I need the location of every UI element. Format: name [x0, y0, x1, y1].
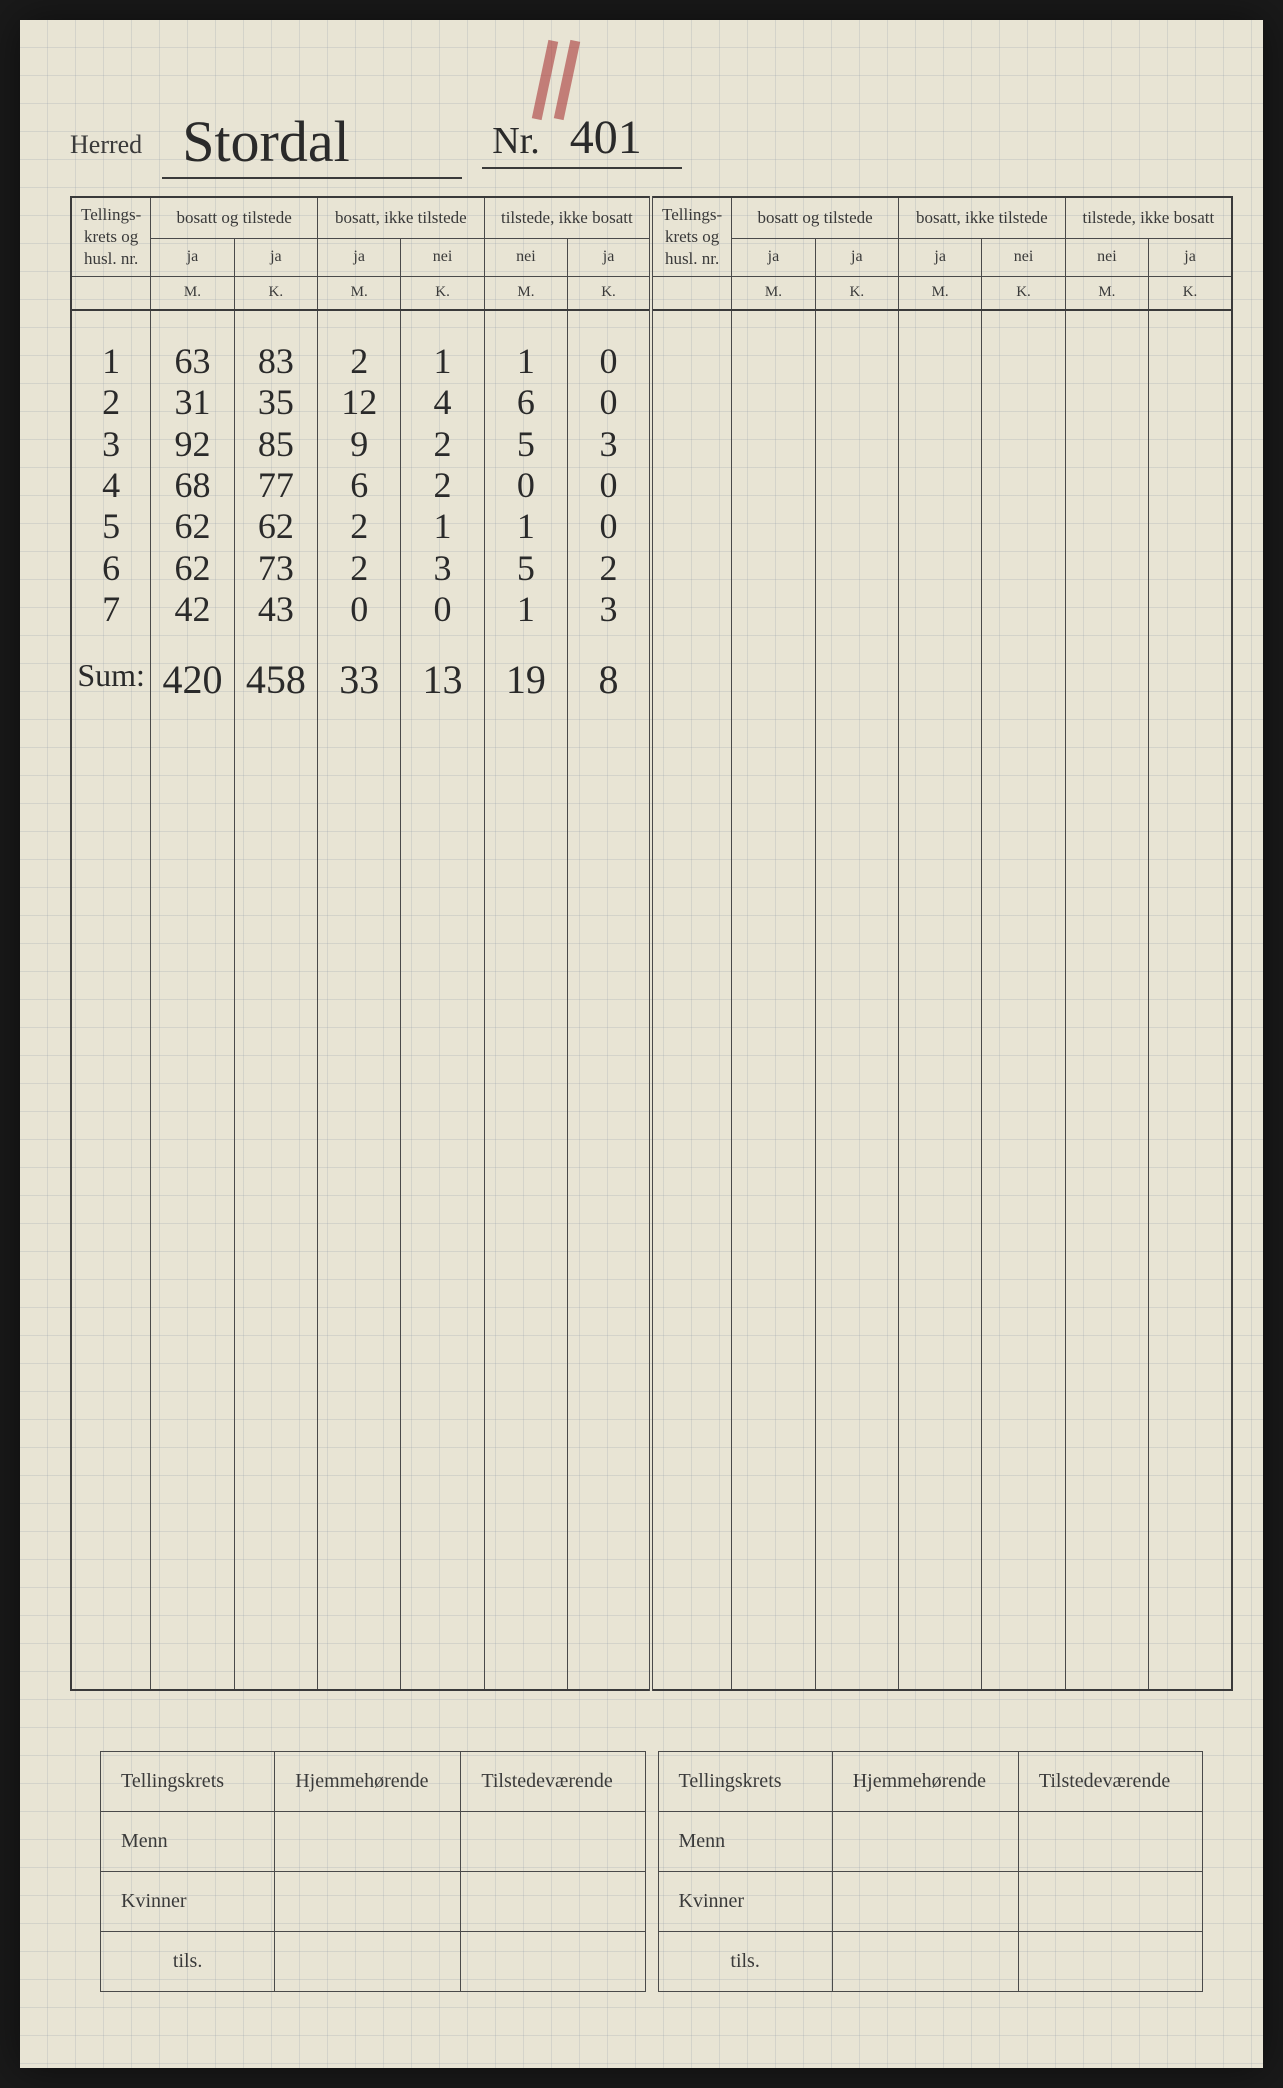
col-data-k1: 83 35 85 77 62 73 43 458 [234, 310, 317, 1690]
mk-m1-2: M. [732, 277, 815, 310]
col-empty-m1 [732, 310, 815, 1690]
col-data-n: 1 2 3 4 5 6 7 Sum: [71, 310, 151, 1690]
sub-g3b-2: ja [1149, 238, 1232, 277]
col-krets: Tellings- krets og husl. nr. [71, 197, 151, 277]
col-empty-m2 [898, 310, 981, 1690]
sum-hdr-hj: Hjemmehørende [275, 1751, 461, 1811]
col-krets-2: Tellings- krets og husl. nr. [651, 197, 732, 277]
col-data-m3: 1 6 5 0 1 5 1 19 [484, 310, 567, 1690]
herred-value: Stordal [162, 108, 462, 179]
col-empty-m3 [1065, 310, 1148, 1690]
mk-k1-2: K. [815, 277, 898, 310]
sum-cell [1018, 1811, 1202, 1871]
table-body: 1 2 3 4 5 6 7 Sum: 63 31 92 68 62 62 42 … [71, 310, 1232, 1690]
mk-m3: M. [484, 277, 567, 310]
col-group3: tilstede, ikke bosatt [484, 197, 651, 238]
sum-cell [275, 1811, 461, 1871]
sum-hdr-ti-2: Tilstedeværende [1018, 1751, 1202, 1811]
mk-m2: M. [318, 277, 401, 310]
sum-m3: 19 [485, 649, 567, 703]
col-empty-n [651, 310, 732, 1690]
col-data-m2: 2 12 9 6 2 2 0 33 [318, 310, 401, 1690]
sum-cell [461, 1811, 645, 1871]
sum-hdr-tk: Tellingskrets [101, 1751, 275, 1811]
sum-cell [461, 1871, 645, 1931]
col-empty-k2 [982, 310, 1065, 1690]
sum-hdr-tk-2: Tellingskrets [658, 1751, 832, 1811]
mk-m1: M. [151, 277, 234, 310]
mk-k3-2: K. [1149, 277, 1232, 310]
sum-m1: 420 [151, 649, 233, 703]
mk-k3: K. [568, 277, 651, 310]
sum-row-tils-2: tils. [658, 1931, 832, 1991]
sub-g2b: nei [401, 238, 484, 277]
sum-k2: 13 [401, 649, 483, 703]
sum-m2: 33 [318, 649, 400, 703]
sum-cell [832, 1871, 1018, 1931]
sub-g3a: nei [484, 238, 567, 277]
col-group2-2: bosatt, ikke tilstede [898, 197, 1065, 238]
sum-cell [1018, 1871, 1202, 1931]
mk-k1: K. [234, 277, 317, 310]
sum-cell [832, 1931, 1018, 1991]
col-group1: bosatt og tilstede [151, 197, 318, 238]
census-form-page: Herred Stordal Nr.401 Tellings- krets og… [20, 20, 1263, 2068]
sum-cell [461, 1931, 645, 1991]
mk-k2-2: K. [982, 277, 1065, 310]
sum-row-tils: tils. [101, 1931, 275, 1991]
form-header: Herred Stordal Nr.401 [70, 100, 1233, 171]
herred-label: Herred [70, 130, 142, 160]
col-group3-2: tilstede, ikke bosatt [1065, 197, 1232, 238]
col-group2: bosatt, ikke tilstede [318, 197, 485, 238]
sum-row-menn: Menn [101, 1811, 275, 1871]
sub-g2a-2: ja [898, 238, 981, 277]
sub-g2a: ja [318, 238, 401, 277]
col-data-k3: 0 0 3 0 0 2 3 8 [568, 310, 651, 1690]
mk-m2-2: M. [898, 277, 981, 310]
main-census-table: Tellings- krets og husl. nr. bosatt og t… [70, 196, 1233, 1691]
sum-k1: 458 [235, 649, 317, 703]
sub-g2b-2: nei [982, 238, 1065, 277]
sum-label: Sum: [72, 649, 150, 694]
sum-cell [275, 1871, 461, 1931]
col-empty-k1 [815, 310, 898, 1690]
sub-g3b: ja [568, 238, 651, 277]
mk-spacer [71, 277, 151, 310]
summary-section: Tellingskrets Hjemmehørende Tilstedevære… [70, 1751, 1233, 1992]
col-group1-2: bosatt og tilstede [732, 197, 899, 238]
sum-row-menn-2: Menn [658, 1811, 832, 1871]
col-empty-k3 [1149, 310, 1232, 1690]
sum-row-kvinner-2: Kvinner [658, 1871, 832, 1931]
sum-cell [832, 1811, 1018, 1871]
table-header: Tellings- krets og husl. nr. bosatt og t… [71, 197, 1232, 310]
sum-hdr-ti: Tilstedeværende [461, 1751, 645, 1811]
mk-k2: K. [401, 277, 484, 310]
sum-cell [275, 1931, 461, 1991]
sum-k3: 8 [568, 649, 649, 703]
sub-g3a-2: nei [1065, 238, 1148, 277]
summary-table-left: Tellingskrets Hjemmehørende Tilstedevære… [100, 1751, 646, 1992]
mk-spacer-2 [651, 277, 732, 310]
mk-m3-2: M. [1065, 277, 1148, 310]
summary-table-right: Tellingskrets Hjemmehørende Tilstedevære… [658, 1751, 1204, 1992]
col-data-k2: 1 4 2 2 1 3 0 13 [401, 310, 484, 1690]
sum-hdr-hj-2: Hjemmehørende [832, 1751, 1018, 1811]
sub-g1a-2: ja [732, 238, 815, 277]
nr-value: Nr.401 [482, 110, 682, 169]
sum-cell [1018, 1931, 1202, 1991]
sub-g1b-2: ja [815, 238, 898, 277]
sum-row-kvinner: Kvinner [101, 1871, 275, 1931]
col-data-m1: 63 31 92 68 62 62 42 420 [151, 310, 234, 1690]
sub-g1a: ja [151, 238, 234, 277]
sub-g1b: ja [234, 238, 317, 277]
